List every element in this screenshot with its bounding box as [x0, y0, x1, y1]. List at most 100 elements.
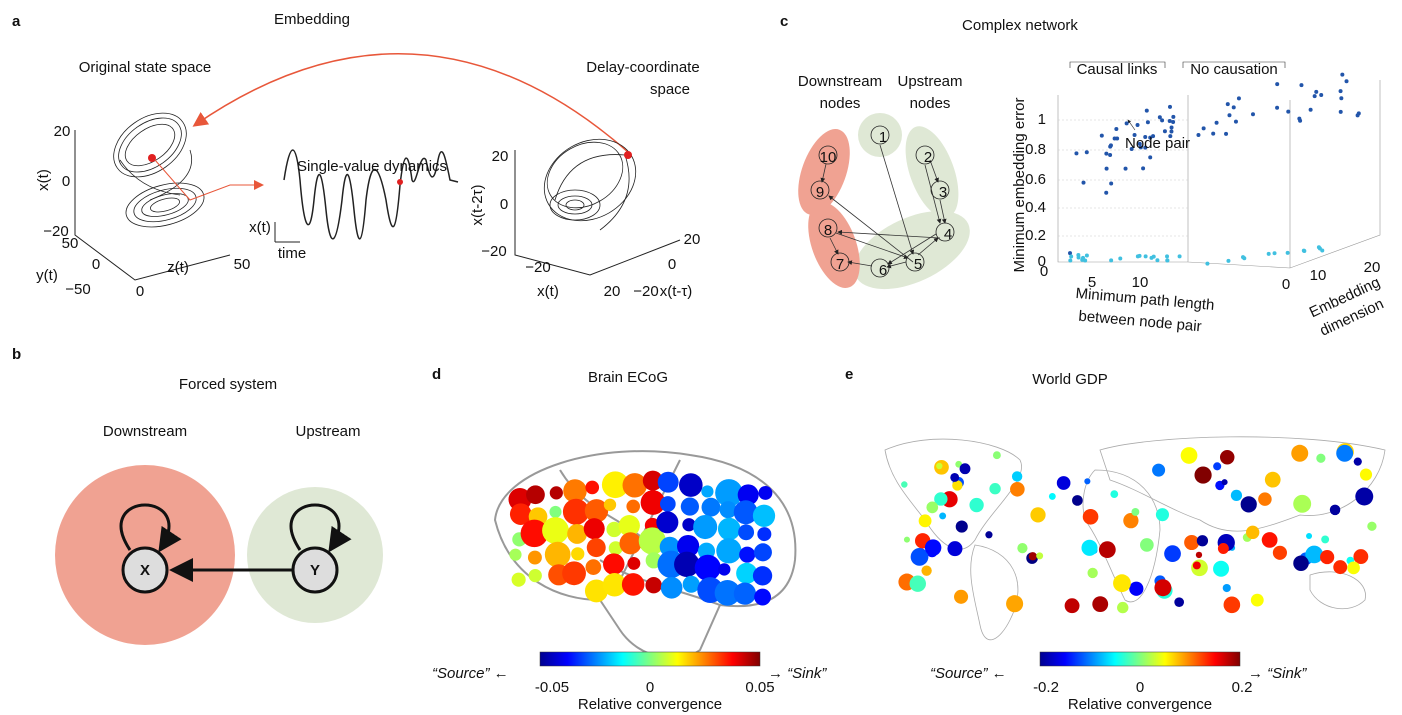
legend: nodes — [820, 95, 861, 112]
electrode — [682, 575, 700, 593]
country — [1081, 539, 1098, 556]
bracket-label: No causation — [1190, 61, 1278, 78]
legend: Downstream — [103, 423, 187, 440]
electrode — [714, 580, 741, 606]
country — [1154, 579, 1172, 597]
dot — [1211, 131, 1216, 136]
country — [1194, 466, 1212, 484]
electrode — [758, 486, 773, 500]
electrode — [601, 471, 629, 499]
country — [1246, 525, 1260, 540]
node-label: 6 — [879, 262, 887, 279]
node — [870, 125, 890, 145]
dot — [1135, 123, 1140, 128]
electrode — [608, 541, 623, 556]
panel-d-brain — [493, 450, 797, 667]
country — [1195, 551, 1203, 559]
country — [1196, 535, 1209, 547]
country — [1131, 508, 1140, 516]
electrode — [618, 515, 640, 537]
panel-label: a — [12, 13, 21, 30]
electrode — [549, 505, 562, 518]
country — [1217, 543, 1229, 554]
country — [1223, 596, 1241, 614]
dot — [1272, 251, 1277, 256]
country — [1056, 476, 1071, 490]
country — [1258, 492, 1272, 506]
country — [901, 481, 908, 488]
country — [1164, 545, 1181, 563]
electrode — [509, 548, 522, 561]
labels: a Embedding Original state space Delay-coor… — [12, 11, 1386, 713]
title: World GDP — [1032, 371, 1108, 388]
electrode — [585, 559, 602, 575]
dot — [1144, 108, 1149, 113]
dot — [1155, 258, 1160, 263]
annotation: Node pair — [1125, 135, 1190, 152]
electrode — [660, 576, 683, 599]
country — [1152, 463, 1166, 477]
country — [985, 531, 993, 539]
dot — [1114, 126, 1119, 131]
axis-label: y(t) — [36, 267, 58, 284]
country — [1072, 495, 1083, 506]
electrode — [736, 562, 758, 584]
dot — [1165, 254, 1170, 259]
dot — [1068, 251, 1073, 256]
dot — [1233, 119, 1238, 124]
node-label: 7 — [836, 256, 844, 273]
node-label: 9 — [816, 184, 824, 201]
node-label: 4 — [944, 226, 952, 243]
electrode — [603, 553, 625, 575]
country — [918, 514, 932, 528]
electrode — [571, 547, 585, 561]
electrode — [752, 504, 776, 527]
tick-label: 0 — [1038, 253, 1046, 270]
country — [1264, 471, 1281, 488]
dot — [1081, 255, 1086, 260]
axis-label: z(t) — [167, 259, 189, 276]
sink-label: → “Sink” — [1248, 665, 1307, 682]
dot — [1236, 96, 1241, 101]
electrode — [693, 515, 718, 540]
country — [1098, 541, 1116, 559]
subtitle: Original state space — [79, 59, 212, 76]
dot — [1205, 261, 1210, 266]
country — [1293, 494, 1312, 513]
dot — [1308, 107, 1313, 112]
country — [1064, 598, 1080, 614]
electrode — [733, 500, 758, 525]
country — [1011, 471, 1023, 482]
dot — [1231, 105, 1236, 110]
electrode — [674, 551, 700, 577]
electrode — [563, 479, 587, 503]
dot — [1275, 105, 1280, 110]
country — [1293, 555, 1309, 571]
electrode — [752, 566, 773, 586]
node — [818, 218, 838, 238]
tick-label: 0.4 — [1025, 199, 1046, 216]
node — [930, 180, 950, 200]
node — [870, 258, 890, 278]
country — [955, 520, 968, 533]
legend: Upstream — [295, 423, 360, 440]
dot — [1151, 134, 1156, 139]
electrode — [606, 521, 622, 538]
country — [1140, 538, 1154, 552]
country — [992, 451, 1001, 460]
country — [1110, 490, 1119, 499]
dot — [1297, 116, 1302, 121]
node-label: 1 — [879, 129, 887, 146]
title: Complex network — [962, 17, 1078, 34]
electrode — [627, 557, 641, 570]
tick-label: 0.2 — [1232, 679, 1253, 696]
country — [1180, 447, 1198, 464]
country — [1336, 444, 1354, 462]
dot — [1157, 115, 1162, 120]
country — [1305, 545, 1324, 564]
electrode — [511, 572, 526, 587]
dot — [1124, 121, 1129, 126]
electrode — [626, 499, 641, 514]
country — [969, 497, 984, 513]
dot — [1138, 145, 1143, 150]
